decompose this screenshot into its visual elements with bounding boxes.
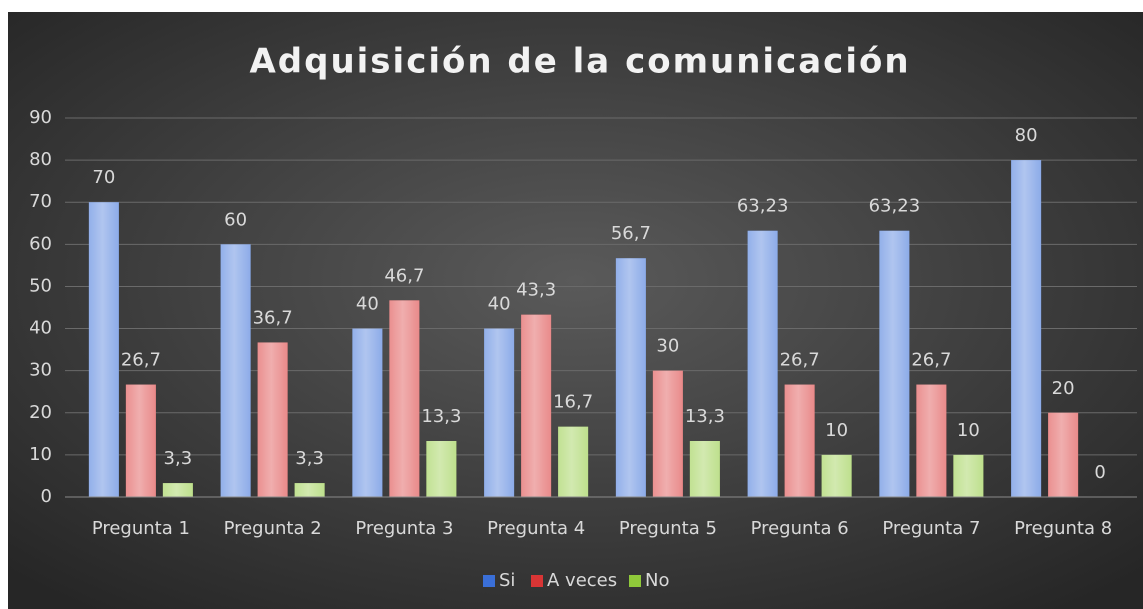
data-label: 10 — [957, 420, 980, 441]
legend-label: No — [645, 570, 669, 591]
bar-shade — [220, 244, 251, 497]
data-label: 46,7 — [384, 265, 424, 286]
data-label: 70 — [92, 167, 115, 188]
y-tick-label: 40 — [29, 318, 52, 339]
data-label: 3,3 — [295, 448, 324, 469]
y-tick-label: 20 — [29, 402, 52, 423]
bar-shade — [916, 384, 947, 497]
x-tick-label: Pregunta 6 — [751, 518, 849, 539]
bar-shade — [88, 202, 119, 497]
y-tick-label: 60 — [29, 233, 52, 254]
bar-shade — [521, 314, 552, 497]
bar-shade — [747, 230, 778, 497]
data-label: 63,23 — [737, 196, 789, 217]
bar-shade — [784, 384, 815, 497]
data-label: 63,23 — [869, 196, 921, 217]
bar-shade — [257, 342, 288, 497]
bar-shade — [953, 454, 984, 497]
bar-shade — [125, 384, 156, 497]
bar-shade — [1011, 160, 1042, 497]
chart-title: Adquisición de la comunicación — [249, 42, 910, 82]
data-label: 80 — [1015, 125, 1038, 146]
bar-shade — [162, 483, 193, 497]
data-label: 10 — [825, 420, 848, 441]
legend-swatch — [531, 575, 543, 587]
legend-swatch — [483, 575, 495, 587]
y-tick-label: 0 — [41, 486, 52, 507]
x-tick-label: Pregunta 2 — [224, 518, 322, 539]
y-tick-label: 50 — [29, 275, 52, 296]
bar-shade — [879, 230, 910, 497]
data-label: 36,7 — [253, 307, 293, 328]
data-label: 0 — [1094, 462, 1105, 483]
bar-shade — [426, 440, 457, 497]
data-label: 26,7 — [780, 350, 820, 371]
data-label: 20 — [1052, 378, 1075, 399]
bar-shade — [484, 328, 515, 497]
data-label: 16,7 — [553, 392, 593, 413]
legend-label: A veces — [547, 570, 617, 591]
chart-background — [8, 12, 1143, 609]
data-label: 3,3 — [164, 448, 193, 469]
y-tick-label: 80 — [29, 149, 52, 170]
data-label: 13,3 — [421, 406, 461, 427]
x-tick-label: Pregunta 4 — [487, 518, 585, 539]
x-tick-label: Pregunta 7 — [882, 518, 980, 539]
data-label: 13,3 — [685, 406, 725, 427]
y-tick-label: 10 — [29, 444, 52, 465]
data-label: 26,7 — [911, 350, 951, 371]
y-tick-label: 30 — [29, 360, 52, 381]
bar-shade — [558, 426, 589, 497]
legend-label: Si — [499, 570, 515, 591]
data-label: 40 — [356, 294, 379, 315]
x-tick-label: Pregunta 1 — [92, 518, 190, 539]
bar-shade — [1048, 412, 1079, 497]
x-tick-label: Pregunta 3 — [355, 518, 453, 539]
data-label: 43,3 — [516, 280, 556, 301]
data-label: 30 — [656, 336, 679, 357]
bar-shade — [352, 328, 383, 497]
y-tick-label: 90 — [29, 107, 52, 128]
data-label: 56,7 — [611, 223, 651, 244]
bar-shade — [294, 483, 325, 497]
data-label: 60 — [224, 209, 247, 230]
data-label: 40 — [488, 294, 511, 315]
data-label: 26,7 — [121, 350, 161, 371]
bar-shade — [615, 258, 646, 497]
x-tick-label: Pregunta 8 — [1014, 518, 1112, 539]
bar-shade — [652, 370, 683, 497]
legend-swatch — [629, 575, 641, 587]
bar-shade — [389, 300, 420, 497]
bar-shade — [821, 454, 852, 497]
bar-shade — [689, 440, 720, 497]
x-tick-label: Pregunta 5 — [619, 518, 717, 539]
y-tick-label: 70 — [29, 191, 52, 212]
